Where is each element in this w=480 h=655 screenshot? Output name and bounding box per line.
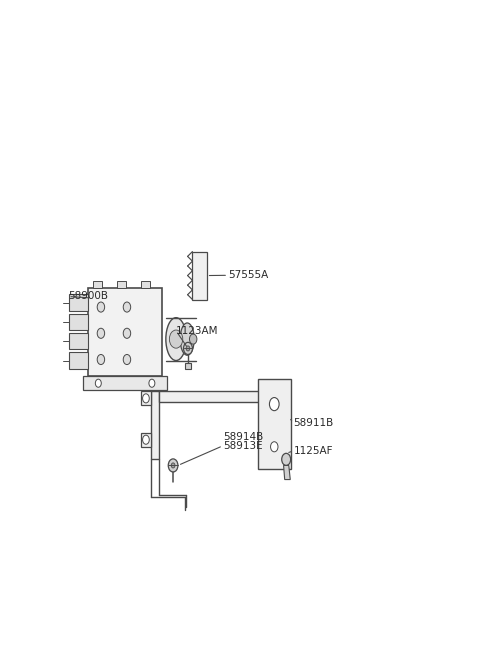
Bar — [151, 391, 159, 459]
Bar — [185, 363, 191, 369]
Circle shape — [269, 398, 279, 411]
Bar — [93, 281, 102, 288]
Circle shape — [282, 453, 290, 466]
Circle shape — [97, 328, 105, 339]
Circle shape — [97, 354, 105, 365]
Circle shape — [183, 343, 192, 354]
Text: 1123AM: 1123AM — [176, 326, 218, 336]
Bar — [84, 376, 167, 390]
Bar — [117, 281, 126, 288]
Ellipse shape — [166, 318, 186, 360]
Bar — [69, 295, 88, 311]
Circle shape — [190, 334, 197, 344]
Bar — [69, 333, 88, 349]
Circle shape — [123, 328, 131, 339]
Circle shape — [143, 435, 149, 444]
Circle shape — [97, 302, 105, 312]
Text: 58914B: 58914B — [223, 432, 263, 442]
Ellipse shape — [180, 323, 194, 355]
Text: 58911B: 58911B — [294, 418, 334, 428]
Bar — [88, 288, 162, 376]
Circle shape — [149, 379, 155, 387]
Circle shape — [123, 354, 131, 365]
Text: 58913E: 58913E — [223, 441, 263, 451]
Text: 57555A: 57555A — [228, 271, 268, 280]
Polygon shape — [284, 466, 290, 479]
Text: 1125AF: 1125AF — [294, 446, 333, 456]
Circle shape — [186, 346, 190, 351]
Circle shape — [96, 379, 101, 387]
Bar — [141, 391, 151, 405]
Bar — [69, 314, 88, 330]
Bar — [192, 252, 206, 299]
Bar — [159, 391, 260, 402]
Circle shape — [168, 459, 178, 472]
Circle shape — [171, 463, 175, 468]
Circle shape — [123, 302, 131, 312]
Bar — [258, 379, 290, 470]
Circle shape — [271, 441, 278, 452]
Bar — [69, 352, 88, 369]
Circle shape — [143, 394, 149, 403]
Bar — [141, 433, 151, 447]
Circle shape — [169, 330, 183, 348]
Bar — [141, 281, 150, 288]
Text: 58900B: 58900B — [68, 291, 108, 301]
